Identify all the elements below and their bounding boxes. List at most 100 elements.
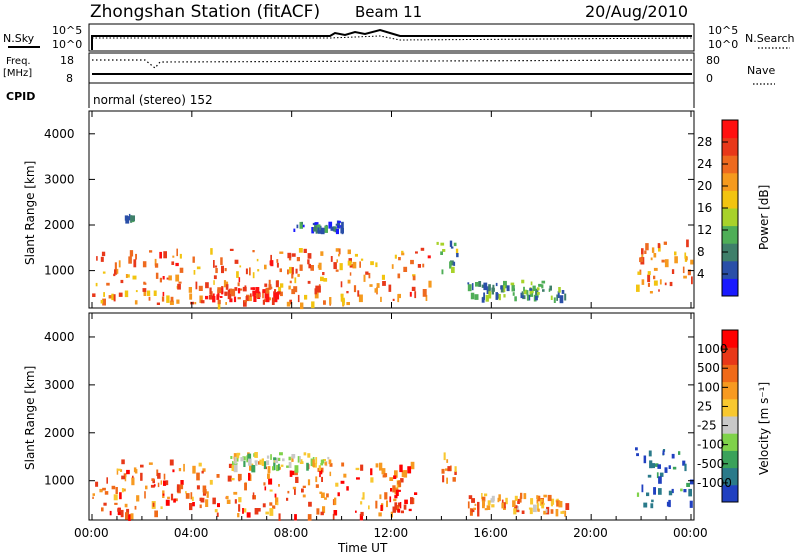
scatter-cell <box>249 464 253 471</box>
scatter-cell <box>159 251 162 259</box>
scatter-cell <box>484 508 488 511</box>
scatter-cell <box>653 280 658 286</box>
scatter-cell <box>210 248 213 255</box>
scatter-cell <box>320 469 323 475</box>
scatter-cell <box>140 464 144 468</box>
scatter-cell <box>559 295 564 304</box>
scatter-cell <box>230 456 233 459</box>
scatter-cell <box>297 273 300 277</box>
scatter-cell <box>248 458 252 466</box>
scatter-cell <box>353 285 357 293</box>
scatter-cell <box>512 500 516 508</box>
colorbar-swatch <box>722 484 738 503</box>
scatter-cell <box>335 223 340 226</box>
scatter-cell <box>379 494 382 500</box>
scatter-cell <box>671 488 674 494</box>
scatter-cell <box>682 266 685 274</box>
scatter-cell <box>346 302 350 306</box>
scatter-cell <box>269 489 273 492</box>
scatter-cell <box>341 462 345 467</box>
scatter-cell <box>156 302 160 305</box>
colorbar-swatch <box>722 137 738 156</box>
scatter-cell <box>275 497 279 505</box>
scatter-cell <box>491 504 495 508</box>
scatter-cell <box>249 267 251 276</box>
time-axis-ticks: 00:00 04:00 08:00 12:00 16:00 20:00 00:00 <box>74 111 708 540</box>
scatter-cell <box>541 280 546 284</box>
scatter-cell <box>217 299 221 305</box>
scatter-cell <box>471 498 475 503</box>
scatter-cell <box>417 264 421 268</box>
scatter-cell <box>323 278 328 282</box>
x-tick-label: 04:00 <box>174 526 209 540</box>
scatter-cell <box>327 456 330 460</box>
scatter-cell <box>216 294 220 300</box>
scatter-cell <box>689 479 694 485</box>
scatter-cell <box>286 497 289 501</box>
scatter-cell <box>133 259 137 268</box>
scatter-cell <box>521 291 524 296</box>
scatter-cell <box>253 296 257 302</box>
scatter-cell <box>179 484 184 490</box>
scatter-cell <box>320 511 324 516</box>
scatter-cell <box>135 290 138 293</box>
scatter-cell <box>134 300 138 305</box>
scatter-cell <box>153 484 156 487</box>
colorbar-tick-label: 28 <box>697 135 712 149</box>
nave-label: Nave <box>747 64 775 77</box>
scatter-cell <box>503 285 506 292</box>
scatter-cell <box>564 510 567 517</box>
scatter-cell <box>294 489 296 495</box>
scatter-cell <box>259 459 262 465</box>
scatter-cell <box>550 501 553 507</box>
scatter-cell <box>234 287 238 291</box>
scatter-cell <box>264 264 267 270</box>
scatter-cell <box>227 292 232 300</box>
scatter-cell <box>175 274 180 282</box>
scatter-cell <box>315 476 318 483</box>
scatter-cell <box>279 466 281 470</box>
scatter-cell <box>237 513 240 518</box>
scatter-cell <box>303 452 307 456</box>
nsky-tick-top: 10^5 <box>52 24 82 37</box>
scatter-cell <box>245 268 248 275</box>
scatter-cell <box>483 292 485 300</box>
scatter-cell <box>335 269 339 272</box>
scatter-cell <box>276 259 279 263</box>
scatter-cell <box>536 287 540 291</box>
scatter-cell <box>214 509 218 513</box>
scatter-cell <box>329 471 332 477</box>
scatter-cell <box>263 482 266 486</box>
scatter-cell <box>269 286 273 289</box>
colorbar-swatch <box>722 190 738 209</box>
nsearch-tick-top: 10^5 <box>708 24 738 37</box>
scatter-cell <box>481 297 485 303</box>
scatter-cell <box>293 286 298 293</box>
scatter-cell <box>242 508 244 514</box>
scatter-cell <box>328 459 332 465</box>
scatter-cell <box>686 482 690 487</box>
scatter-cell <box>99 488 103 493</box>
scatter-cell <box>296 257 300 262</box>
scatter-cell <box>555 509 559 517</box>
scatter-cell <box>124 503 128 508</box>
scatter-cell <box>454 466 457 472</box>
scatter-cell <box>683 489 687 493</box>
scatter-cell <box>686 239 689 248</box>
scatter-cell <box>442 475 445 483</box>
scatter-cell <box>106 477 108 484</box>
scatter-cell <box>523 286 525 292</box>
scatter-cell <box>397 481 399 485</box>
scatter-cell <box>245 296 249 301</box>
scatter-cell <box>176 299 180 304</box>
scatter-cell <box>501 502 505 509</box>
scatter-cell <box>254 461 258 466</box>
scatter-cell <box>196 472 200 481</box>
scatter-cell <box>443 452 446 461</box>
scatter-cell <box>658 476 662 484</box>
scatter-cell <box>386 500 388 508</box>
scatter-cell <box>268 279 271 288</box>
scatter-cell <box>298 248 303 253</box>
scatter-cell <box>126 469 130 475</box>
scatter-cell <box>299 221 303 229</box>
